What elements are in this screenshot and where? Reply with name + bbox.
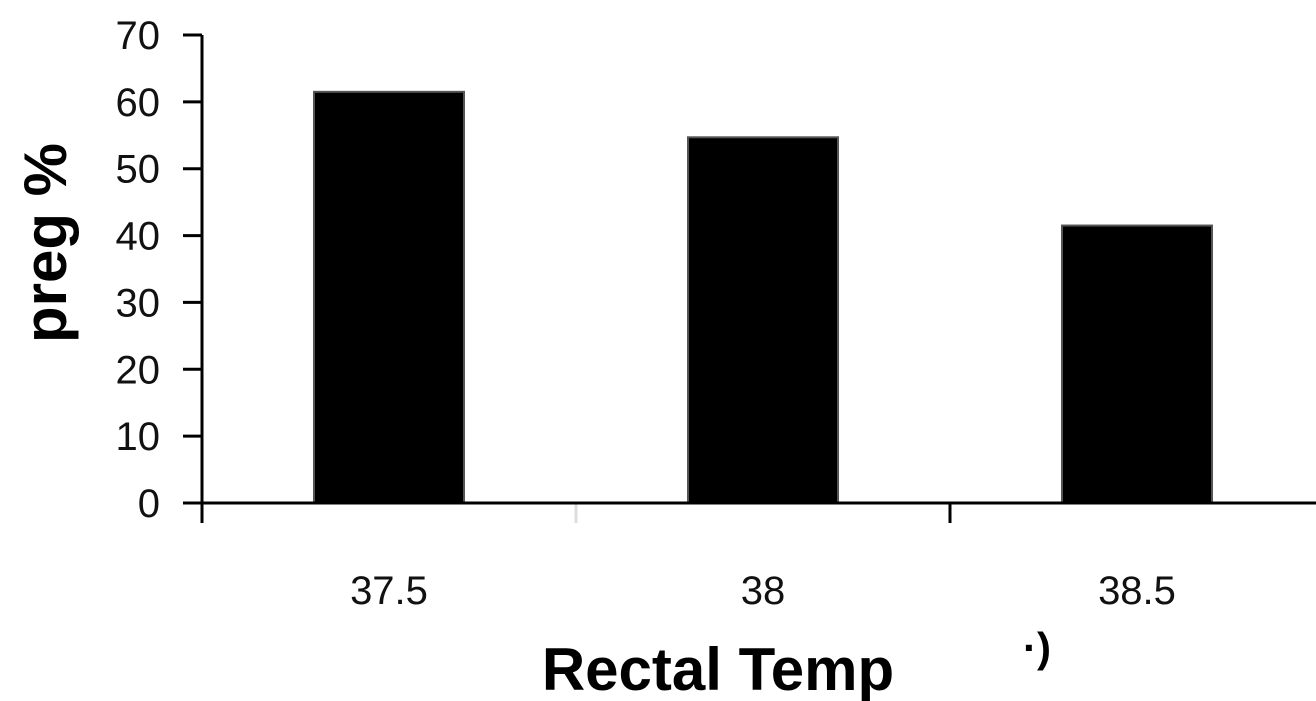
bar [313, 90, 465, 504]
y-tick-label: 40 [116, 215, 161, 259]
y-tick-label: 0 [138, 482, 160, 526]
y-axis-title: preg % [12, 143, 79, 343]
bar [1061, 224, 1213, 505]
y-tick-label: 30 [116, 281, 161, 325]
x-tick-label: 38 [741, 569, 786, 613]
y-tick-label: 50 [116, 148, 161, 192]
x-axis-ticks: 37.5 38 38.5 [200, 503, 1176, 613]
y-axis-ticks: 0 10 20 30 40 50 60 70 [116, 14, 202, 526]
stray-text: ·) [1023, 624, 1051, 671]
bars [313, 90, 1213, 505]
bar [687, 136, 839, 504]
y-tick-label: 70 [116, 14, 161, 58]
x-tick-label: 38.5 [1098, 569, 1176, 613]
y-tick-label: 60 [116, 81, 161, 125]
y-tick-label: 20 [116, 348, 161, 392]
y-tick-label: 10 [116, 415, 161, 459]
x-tick-label: 37.5 [350, 569, 428, 613]
x-axis-title: Rectal Temp [542, 636, 894, 701]
